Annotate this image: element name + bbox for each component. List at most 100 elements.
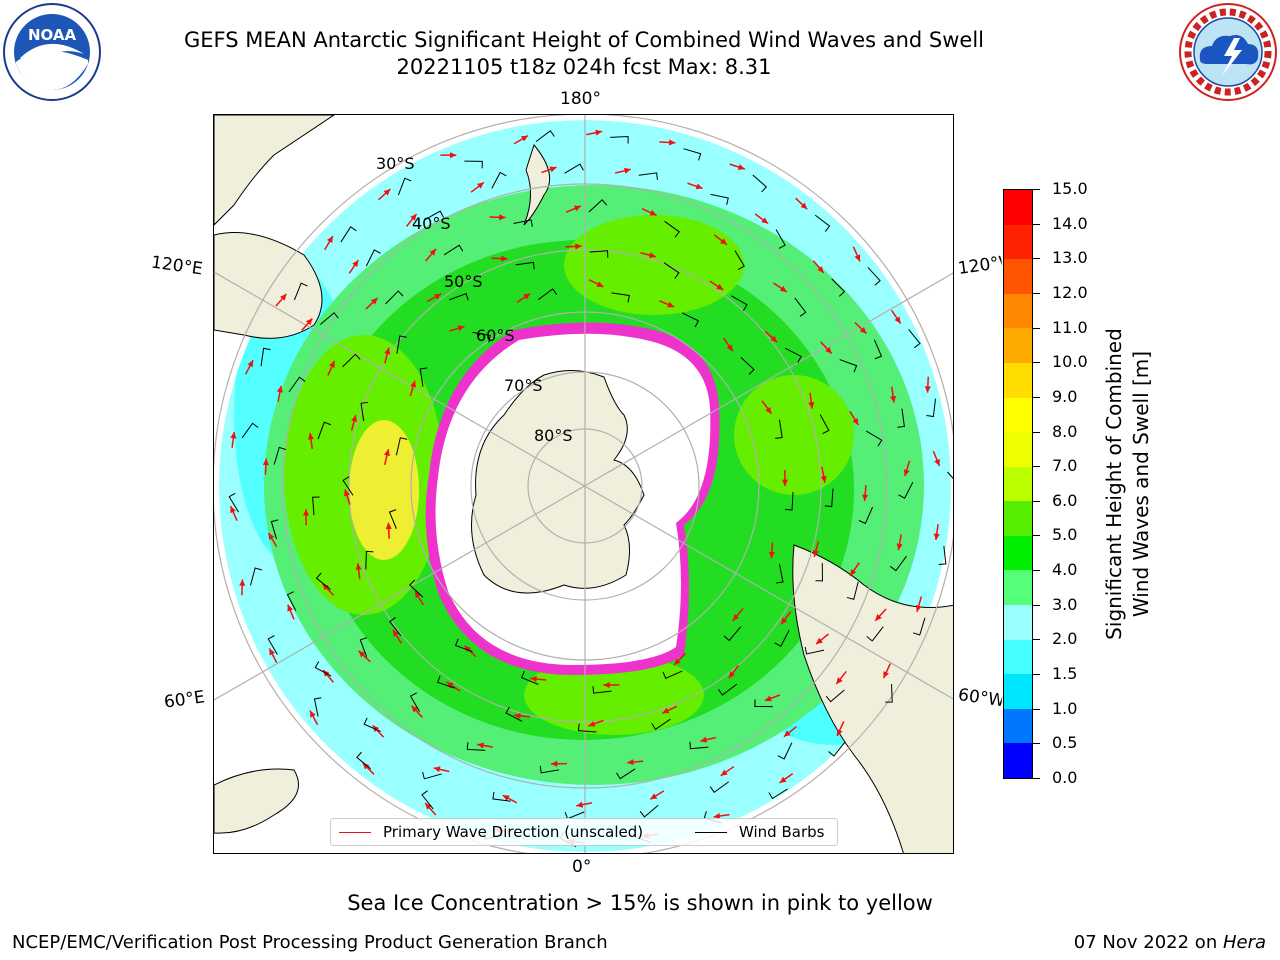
wave-arrow-head	[588, 720, 596, 727]
colorbar-band	[1004, 259, 1032, 294]
wind-barb	[436, 675, 455, 689]
colorbar-band	[1004, 501, 1032, 536]
lat-label-80s: 80°S	[534, 426, 573, 445]
wave-arrow-head	[450, 152, 457, 159]
wind-barb	[897, 408, 905, 428]
wind-barb	[466, 742, 486, 751]
colorbar-band	[1004, 190, 1032, 225]
colorbar-tick	[1033, 223, 1040, 225]
footer-date-text: 07 Nov 2022 on	[1073, 932, 1223, 953]
wave-arrow-head	[896, 543, 903, 551]
wind-barb	[267, 635, 278, 655]
wave-arrow-head	[720, 769, 728, 776]
footer-machine: Hera	[1222, 932, 1266, 953]
wind-barb	[777, 742, 793, 760]
wind-barb	[908, 329, 921, 349]
colorbar-band	[1004, 708, 1032, 744]
wind-barb	[639, 804, 659, 818]
colorbar-band	[1004, 224, 1032, 260]
wave-arrow-head	[800, 202, 808, 210]
wind-barb	[250, 567, 262, 586]
wave-arrow-head	[720, 238, 727, 245]
wind-barb	[365, 249, 381, 267]
wind-barb	[664, 220, 680, 238]
wave-arrow-head	[502, 795, 510, 801]
wave-arrow-head	[662, 707, 670, 714]
wave-arrow-head	[812, 550, 819, 557]
wind-barb	[320, 312, 339, 325]
lat-label-60s: 60°S	[476, 326, 515, 345]
footer-date: 07 Nov 2022 on Hera	[1074, 932, 1266, 953]
wave-arrow-head	[384, 347, 391, 355]
lat-label-40s: 40°S	[412, 214, 451, 233]
wave-arrow-head	[713, 812, 721, 820]
colorbar-tick	[1033, 258, 1040, 260]
wave-arrow-head	[808, 401, 815, 409]
wave-arrow-head	[287, 604, 294, 612]
wave-arrow-head	[779, 776, 787, 783]
wind-barb	[270, 519, 279, 540]
wave-arrow-head	[362, 762, 370, 770]
wave-arrow-head	[770, 335, 778, 343]
wind-barb	[363, 717, 381, 732]
lon-label-60w: 60°W	[956, 685, 1004, 711]
lat-label-30s: 30°S	[376, 154, 415, 173]
wave-arrow-head	[499, 214, 506, 221]
land-africa-top	[214, 115, 335, 226]
noaa-logo-text: NOAA	[28, 26, 77, 44]
lon-label-0: 0°	[572, 857, 592, 877]
wave-arrow-head	[649, 252, 656, 259]
wave-arrow-head	[358, 650, 366, 658]
wind-barb	[898, 481, 914, 499]
wind-barb	[610, 136, 629, 144]
wind-barb	[638, 172, 658, 180]
wind-barb	[867, 267, 881, 286]
wave-arrow-head	[230, 431, 237, 439]
colorbar-label: Significant Height of Combined Wind Wave…	[1101, 274, 1155, 694]
wind-barb	[592, 686, 612, 694]
sea-ice-caption: Sea Ice Concentration > 15% is shown in …	[347, 891, 933, 915]
wind-barb	[389, 617, 402, 637]
wind-barb	[912, 617, 926, 636]
wave-arrow-head	[854, 254, 861, 262]
wave-arrow-head	[781, 479, 788, 486]
colorbar-tick-label: 13.0	[1052, 248, 1088, 268]
wind-barb	[734, 250, 745, 270]
wave-arrow-head	[410, 380, 417, 388]
wave-arrow-head	[836, 728, 843, 736]
wave-arrow-head	[268, 532, 275, 540]
wave-arrow-head	[649, 209, 657, 216]
wave-arrow-head	[477, 742, 484, 749]
colorbar-tick-label: 12.0	[1052, 282, 1088, 302]
wind-barb	[717, 683, 738, 696]
colorbar-tick-label: 4.0	[1052, 560, 1078, 580]
wave-arrow-head	[385, 522, 392, 530]
wind-barb	[288, 376, 306, 393]
wave-arrow-head	[576, 801, 584, 808]
wind-barb	[663, 262, 680, 279]
wave-arrow-head	[603, 681, 610, 689]
wave-5m-east	[734, 375, 854, 495]
wind-barb	[424, 210, 444, 221]
wind-barb	[774, 630, 790, 647]
wind-barb	[464, 160, 483, 169]
lon-label-120e: 120°E	[149, 252, 204, 280]
colorbar-tick	[1033, 570, 1040, 572]
wind-barb	[819, 414, 830, 435]
wave-arrow-head	[327, 236, 333, 244]
wave-arrow-head	[764, 695, 772, 702]
wind-barb	[589, 250, 609, 258]
wind-barb	[768, 788, 788, 800]
wind-barb	[293, 282, 308, 301]
polar-map: 30°S 40°S 50°S 60°S 70°S 80°S	[214, 115, 953, 853]
colorbar-tick-label: 3.0	[1052, 594, 1078, 614]
wind-barb	[683, 148, 702, 161]
wind-barb	[804, 646, 825, 655]
colorbar-band	[1004, 362, 1032, 398]
wave-arrow-head	[783, 730, 791, 737]
wind-barb	[754, 699, 773, 708]
wave-arrow-head	[674, 658, 681, 666]
wind-barb	[866, 626, 884, 642]
colorbar	[1003, 189, 1033, 779]
wind-barb	[315, 572, 331, 591]
